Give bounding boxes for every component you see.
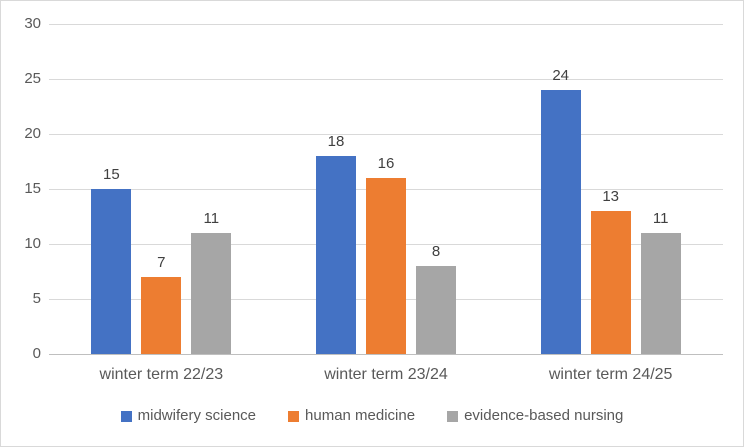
data-label: 11: [203, 210, 220, 227]
y-tick-label: 0: [32, 345, 41, 362]
gridline: [49, 23, 723, 25]
bar-midwifery-science: [540, 90, 581, 354]
data-label: 24: [552, 67, 569, 84]
legend-label: midwifery science: [137, 407, 257, 424]
x-category-label: winter term 23/24: [324, 366, 448, 383]
bar-evidence-based-nursing: [416, 266, 456, 354]
legend-swatch-icon: [120, 410, 132, 422]
data-label: 16: [377, 155, 395, 172]
legend-label: human medicine: [305, 407, 416, 424]
legend-item: human medicine: [288, 407, 415, 425]
data-label: 11: [652, 210, 669, 227]
y-tick-label: 10: [24, 235, 41, 252]
bar-human-medicine: [366, 178, 406, 354]
data-label: 7: [157, 254, 166, 271]
bar-human-medicine: [590, 211, 631, 354]
data-label: 18: [327, 133, 345, 150]
data-label: 15: [102, 166, 120, 183]
legend-item: evidence-based nursing: [447, 407, 623, 425]
legend-item: midwifery science: [120, 407, 257, 425]
data-label: 13: [602, 188, 619, 205]
bar-midwifery-science: [316, 156, 356, 354]
legend-swatch-icon: [447, 410, 459, 422]
bar-human-medicine: [141, 277, 182, 354]
y-tick-label: 15: [24, 180, 41, 197]
data-label: 8: [431, 243, 441, 260]
legend: midwifery science human medicine evidence-…: [1, 404, 743, 428]
legend-label: evidence-based nursing: [464, 407, 624, 424]
plot-area: 15 7 11 18 16 8 24 13 11: [49, 23, 723, 355]
gridline: [49, 133, 723, 135]
gridline: [49, 78, 723, 80]
x-category-label: winter term 24/25: [548, 366, 673, 383]
y-tick-label: 30: [24, 15, 41, 32]
bar-evidence-based-nursing: [191, 233, 232, 354]
x-axis-line: [49, 353, 723, 355]
y-tick-label: 5: [32, 290, 41, 307]
bar-midwifery-science: [91, 189, 132, 354]
bar-evidence-based-nursing: [640, 233, 681, 354]
legend-swatch-icon: [288, 410, 300, 422]
y-tick-label: 20: [24, 125, 41, 142]
x-category-label: winter term 22/23: [99, 366, 224, 383]
y-tick-label: 25: [24, 70, 41, 87]
